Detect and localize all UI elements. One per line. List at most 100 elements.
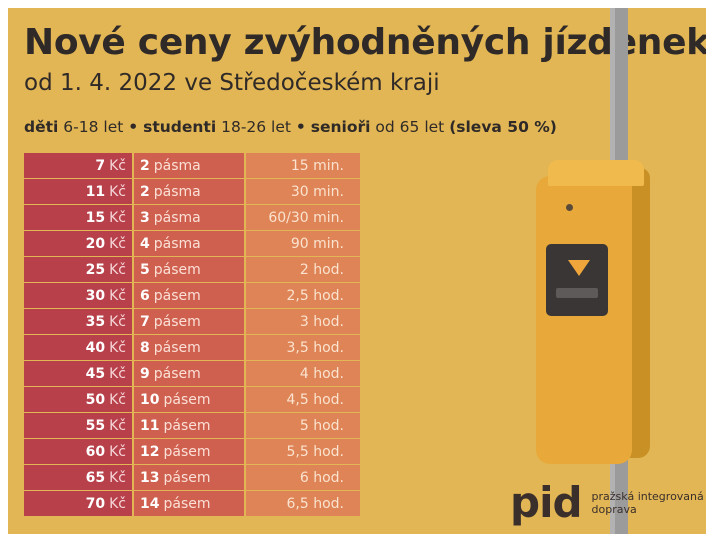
- kids-age: 6-18 let: [63, 118, 124, 136]
- currency-unit: Kč: [109, 313, 126, 330]
- currency-unit: Kč: [109, 235, 126, 252]
- currency-unit: Kč: [109, 495, 126, 512]
- zone-count: 5: [140, 261, 150, 278]
- page-subtitle: od 1. 4. 2022 ve Středočeském kraji: [24, 70, 440, 96]
- zone-word: pásem: [163, 495, 211, 512]
- time-value: 2,5 hod.: [286, 287, 345, 304]
- price-cell: 60 Kč: [24, 439, 132, 464]
- zone-cell: 13 pásem: [134, 465, 244, 490]
- logo-line-1: pražská integrovaná: [591, 490, 704, 503]
- table-row: 70 Kč 14 pásem 6,5 hod.: [24, 491, 380, 516]
- currency-unit: Kč: [109, 209, 126, 226]
- zone-cell: 11 pásem: [134, 413, 244, 438]
- zone-cell: 14 pásem: [134, 491, 244, 516]
- zone-word: pásem: [153, 261, 201, 278]
- zone-cell: 2 pásma: [134, 153, 244, 178]
- table-row: 60 Kč 12 pásem 5,5 hod.: [24, 439, 380, 464]
- students-label: studenti: [143, 118, 217, 136]
- table-row: 11 Kč 2 pásma 30 min.: [24, 179, 380, 204]
- currency-unit: Kč: [109, 417, 126, 434]
- poster: Nové ceny zvýhodněných jízdenek PID od 1…: [8, 8, 706, 534]
- logo-mark: pid: [510, 478, 583, 527]
- zone-count: 8: [140, 339, 150, 356]
- zone-count: 9: [140, 365, 150, 382]
- price-value: 25: [85, 261, 106, 278]
- fare-table: 7 Kč 2 pásma 15 min. 11 Kč 2 pásma 30 min. 15 Kč 3 pá…: [24, 153, 380, 517]
- price-cell: 50 Kč: [24, 387, 132, 412]
- separator: •: [128, 118, 139, 136]
- price-value: 65: [85, 469, 106, 486]
- separator: •: [295, 118, 306, 136]
- table-row: 50 Kč 10 pásem 4,5 hod.: [24, 387, 380, 412]
- price-cell: 70 Kč: [24, 491, 132, 516]
- time-cell: 6,5 hod.: [246, 491, 360, 516]
- zone-word: pásem: [153, 339, 201, 356]
- zone-count: 14: [140, 495, 160, 512]
- currency-unit: Kč: [109, 261, 126, 278]
- slot-bar: [556, 288, 598, 298]
- time-cell: 5,5 hod.: [246, 439, 360, 464]
- currency-unit: Kč: [109, 339, 126, 356]
- time-value: 90 min.: [290, 235, 344, 252]
- zone-word: pásem: [153, 287, 201, 304]
- zone-cell: 3 pásma: [134, 205, 244, 230]
- time-cell: 15 min.: [246, 153, 360, 178]
- price-value: 45: [85, 365, 106, 382]
- price-value: 20: [85, 235, 106, 252]
- time-cell: 3 hod.: [246, 309, 360, 334]
- zone-count: 4: [140, 235, 150, 252]
- time-cell: 4 hod.: [246, 361, 360, 386]
- pid-logo: pid pražská integrovaná doprava: [510, 482, 704, 524]
- time-value: 6,5 hod.: [286, 495, 345, 512]
- table-row: 65 Kč 13 pásem 6 hod.: [24, 465, 380, 490]
- zone-word: pásem: [163, 443, 211, 460]
- price-cell: 65 Kč: [24, 465, 132, 490]
- currency-unit: Kč: [109, 287, 126, 304]
- table-row: 30 Kč 6 pásem 2,5 hod.: [24, 283, 380, 308]
- currency-unit: Kč: [109, 391, 126, 408]
- zone-count: 11: [140, 417, 160, 434]
- zone-word: pásem: [163, 469, 211, 486]
- time-cell: 6 hod.: [246, 465, 360, 490]
- validator-top: [548, 160, 644, 186]
- table-row: 25 Kč 5 pásem 2 hod.: [24, 257, 380, 282]
- table-row: 45 Kč 9 pásem 4 hod.: [24, 361, 380, 386]
- table-row: 15 Kč 3 pásma 60/30 min.: [24, 205, 380, 230]
- zone-word: pásma: [153, 157, 201, 174]
- validator-front: [536, 176, 632, 464]
- price-cell: 40 Kč: [24, 335, 132, 360]
- zone-count: 2: [140, 183, 150, 200]
- zone-word: pásem: [153, 313, 201, 330]
- price-value: 35: [85, 313, 106, 330]
- time-cell: 3,5 hod.: [246, 335, 360, 360]
- currency-unit: Kč: [109, 469, 126, 486]
- zone-cell: 5 pásem: [134, 257, 244, 282]
- price-cell: 11 Kč: [24, 179, 132, 204]
- table-row: 7 Kč 2 pásma 15 min.: [24, 153, 380, 178]
- price-value: 11: [85, 183, 106, 200]
- zone-count: 10: [140, 391, 160, 408]
- time-cell: 4,5 hod.: [246, 387, 360, 412]
- time-value: 6 hod.: [299, 469, 344, 486]
- time-value: 15 min.: [290, 157, 344, 174]
- zone-count: 3: [140, 209, 150, 226]
- price-cell: 35 Kč: [24, 309, 132, 334]
- price-value: 50: [85, 391, 106, 408]
- price-value: 7: [95, 157, 106, 174]
- time-value: 2 hod.: [299, 261, 344, 278]
- time-cell: 60/30 min.: [246, 205, 360, 230]
- time-cell: 2,5 hod.: [246, 283, 360, 308]
- price-value: 55: [85, 417, 106, 434]
- zone-count: 7: [140, 313, 150, 330]
- zone-word: pásma: [153, 209, 201, 226]
- time-value: 5 hod.: [299, 417, 344, 434]
- currency-unit: Kč: [109, 365, 126, 382]
- time-value: 4 hod.: [299, 365, 344, 382]
- time-cell: 5 hod.: [246, 413, 360, 438]
- zone-word: pásma: [153, 235, 201, 252]
- seniors-age: od 65 let: [375, 118, 445, 136]
- zone-word: pásem: [153, 365, 201, 382]
- price-cell: 30 Kč: [24, 283, 132, 308]
- currency-unit: Kč: [109, 157, 126, 174]
- seniors-label: senioři: [310, 118, 371, 136]
